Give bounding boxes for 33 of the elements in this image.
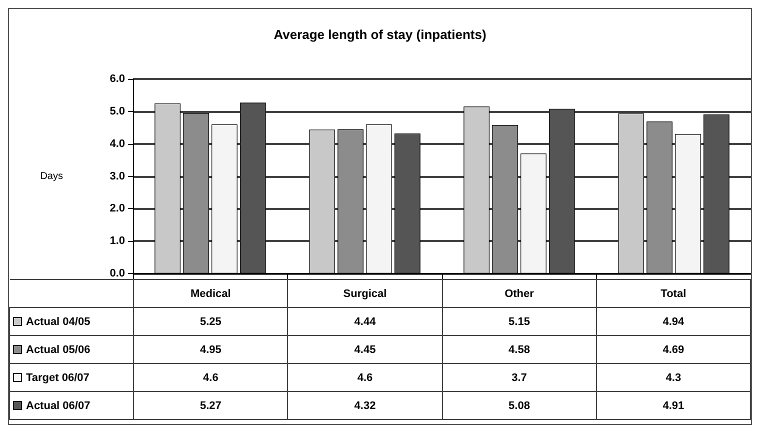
- data-label: 4.45: [288, 336, 442, 364]
- data-label: 4.94: [596, 308, 750, 336]
- data-label: 4.95: [134, 336, 288, 364]
- y-tick-label: 6.0: [110, 73, 125, 85]
- y-tick-label: 0.0: [110, 268, 125, 280]
- data-label: 5.08: [442, 392, 596, 420]
- legend-label: Actual 04/05: [10, 308, 134, 336]
- x-tick-label: Medical: [134, 280, 288, 308]
- data-label: 5.15: [442, 308, 596, 336]
- data-label: 5.25: [134, 308, 288, 336]
- y-tick-label: 3.0: [110, 170, 125, 182]
- data-label: 4.58: [442, 336, 596, 364]
- x-tick-label: Total: [596, 280, 750, 308]
- data-label: 4.32: [288, 392, 442, 420]
- data-label: 4.3: [596, 364, 750, 392]
- chart-title: Average length of stay (inpatients): [274, 27, 486, 42]
- y-tick-label: 2.0: [110, 202, 125, 215]
- data-label: 5.27: [134, 392, 288, 420]
- data-label: 3.7: [442, 364, 596, 392]
- y-axis-title: Days: [40, 170, 63, 182]
- legend-label: Target 06/07: [10, 364, 134, 392]
- y-tick-label: 1.0: [110, 235, 125, 248]
- data-label: 4.6: [134, 364, 288, 392]
- data-label: 4.69: [596, 336, 750, 364]
- y-tick-label: 4.0: [110, 138, 125, 150]
- x-tick-label: Other: [442, 280, 596, 308]
- data-label: 4.6: [288, 364, 442, 392]
- legend-label: Actual 05/06: [10, 336, 134, 364]
- data-label: 4.44: [288, 308, 442, 336]
- y-tick-label: 5.0: [110, 105, 125, 118]
- data-label: 4.91: [596, 392, 750, 420]
- legend-label: Actual 06/07: [10, 392, 134, 420]
- x-tick-label: Surgical: [288, 280, 442, 308]
